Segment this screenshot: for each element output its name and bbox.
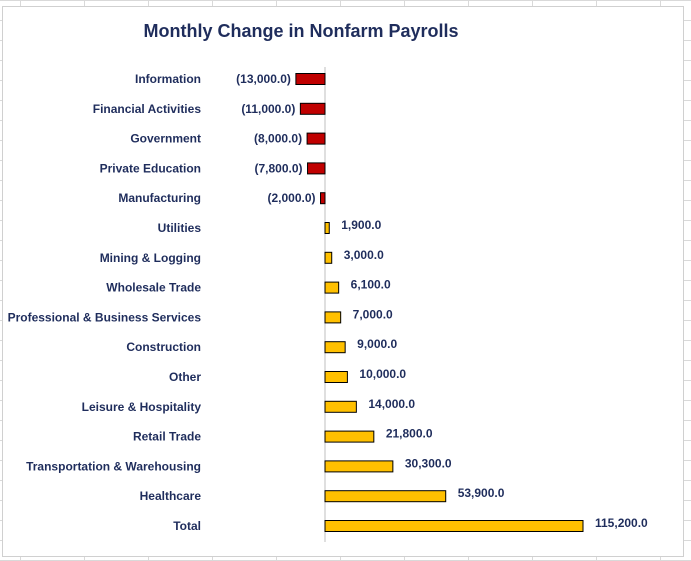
bar[interactable] [324,400,357,413]
data-label: 9,000.0 [357,337,397,351]
data-label: (8,000.0) [254,132,302,146]
data-label: 10,000.0 [359,367,406,381]
category-label: Mining & Logging [100,251,201,265]
bar[interactable] [324,222,330,234]
category-label: Other [169,370,201,384]
bar[interactable] [324,341,346,354]
data-label: (2,000.0) [267,191,315,205]
category-label: Manufacturing [118,191,201,205]
data-label: 3,000.0 [344,248,384,262]
category-label: Utilities [158,221,202,235]
category-label: Government [130,132,201,146]
bar[interactable] [299,102,326,115]
data-label: 53,900.0 [458,486,505,500]
data-label: (13,000.0) [236,72,291,86]
category-label: Professional & Business Services [8,310,202,324]
data-label: (7,800.0) [255,161,303,175]
bar[interactable] [324,430,375,443]
bar[interactable] [320,192,326,205]
bar[interactable] [324,520,584,532]
category-label: Information [135,72,201,86]
bar-chart: Information (13,000.0) Financial Activitie… [8,67,648,542]
bar[interactable] [324,251,333,264]
category-label: Transportation & Warehousing [26,459,201,473]
category-label: Total [173,519,201,533]
bar[interactable] [324,490,447,503]
bar[interactable] [324,311,342,324]
data-label: 14,000.0 [368,397,415,411]
category-label: Retail Trade [133,430,201,444]
data-label: 6,100.0 [351,278,391,292]
category-label: Leisure & Hospitality [82,400,202,414]
data-label: 115,200.0 [595,516,648,530]
chart-area[interactable]: Monthly Change in Nonfarm Payrolls Infor… [2,6,684,557]
bar[interactable] [324,371,348,383]
data-label: (11,000.0) [241,102,295,116]
data-label: 1,900.0 [341,218,381,232]
bar[interactable] [295,73,326,85]
category-label: Wholesale Trade [106,281,201,295]
bar[interactable] [324,460,394,473]
bar[interactable] [306,132,326,145]
data-label: 21,800.0 [386,427,433,441]
category-label: Private Education [100,161,201,175]
category-label: Financial Activities [93,102,202,116]
bar[interactable] [307,162,326,175]
bar[interactable] [324,281,340,294]
chart-title: Monthly Change in Nonfarm Payrolls [143,21,459,41]
category-label: Construction [126,340,201,354]
data-label: 30,300.0 [405,456,452,470]
category-label: Healthcare [140,489,202,503]
data-label: 7,000.0 [353,307,393,321]
